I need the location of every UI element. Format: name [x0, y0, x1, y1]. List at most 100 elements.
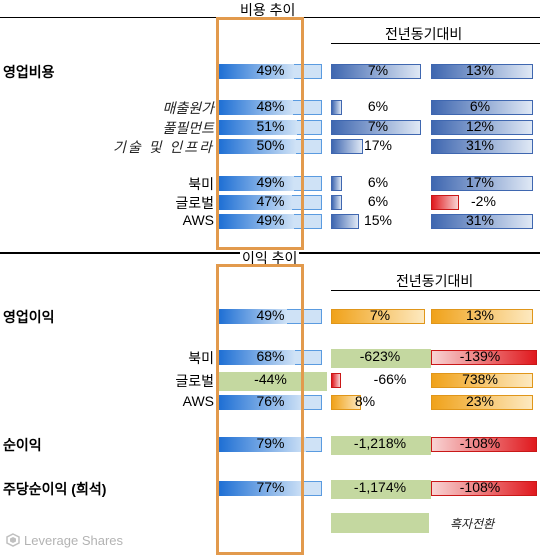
profit-yoy2-bar — [431, 395, 533, 410]
profit-yoy2-label: 738% — [462, 371, 498, 387]
profit-ratio-fill — [219, 481, 304, 496]
cost-yoy1-label: 15% — [363, 212, 393, 228]
cost-yoy2-label: -2% — [471, 193, 496, 209]
profit-yoy2-bar — [431, 373, 533, 388]
profit-yoy2-label: -108% — [459, 435, 501, 451]
profit-yoy-underline — [331, 290, 540, 291]
cost-yoy1-label: 6% — [367, 98, 389, 114]
profit-yoy2-label: -108% — [459, 479, 501, 495]
cost-ratio-label: 49% — [256, 212, 285, 228]
cost-ratio-label: 49% — [256, 174, 285, 190]
cost-label-4: 북미 — [188, 176, 214, 192]
cost-yoy2-label: 31% — [465, 212, 495, 228]
profit-yoy2-label: 13% — [465, 307, 495, 323]
profit-ratio-fill — [219, 309, 287, 324]
profit-ratio-label: 68% — [256, 348, 285, 364]
profit-ratio-label: 77% — [256, 479, 285, 495]
profit-label-2: 글로벌 — [175, 373, 214, 389]
profit-yoy1-label: 8% — [354, 393, 376, 409]
cost-label-6: AWS — [182, 212, 214, 228]
cost-yoy2-bar — [431, 100, 533, 115]
cost-ratio-fill — [219, 100, 293, 115]
profit-ratio-label: -44% — [254, 371, 287, 387]
cost-ratio-fill — [219, 195, 292, 210]
cost-ratio-label: 51% — [256, 118, 285, 134]
cost-yoy2-bar — [431, 214, 533, 229]
profit-ratio-label: 79% — [256, 435, 285, 451]
cost-yoy2-bar — [431, 64, 533, 79]
cost-yoy2-bar — [431, 139, 533, 154]
profit-yoy1-label: -1,174% — [353, 479, 407, 495]
cost-yoy1-bar — [331, 120, 421, 135]
profit-yoy1-label: 7% — [369, 307, 391, 323]
profit-yoy1-turnaround-bar — [331, 436, 431, 455]
cost-yoy-underline — [331, 43, 540, 44]
profit-ratio-fill — [219, 437, 306, 452]
cost-ratio-highlight-frame — [216, 17, 304, 250]
profit-yoy1-bar — [331, 395, 361, 410]
profit-yoy-header: 전년동기대비 — [396, 273, 474, 289]
profit-yoy1-turnaround-bar — [331, 349, 431, 368]
cost-yoy2-label: 31% — [465, 137, 495, 153]
cost-yoy2-bar — [431, 120, 533, 135]
cost-yoy2-label: 17% — [465, 174, 495, 190]
cost-label-3: 기술 및 인프라 — [112, 139, 214, 155]
cost-yoy2-label: 6% — [469, 98, 491, 114]
cost-yoy1-bar — [331, 139, 363, 154]
profit-yoy1-label: -623% — [359, 348, 401, 364]
cost-label-0: 영업비용 — [3, 64, 55, 80]
profit-ratio-label: 76% — [256, 393, 285, 409]
cost-label-1: 매출원가 — [162, 100, 214, 116]
profit-yoy2-negative-bar — [431, 437, 537, 452]
cost-yoy2-label: 12% — [465, 118, 495, 134]
cost-label-2: 풀필먼트 — [162, 120, 214, 136]
profit-yoy1-bar — [331, 309, 425, 324]
profit-label-0: 영업이익 — [3, 309, 55, 325]
profit-yoy2-label: 23% — [465, 393, 495, 409]
profit-ratio-fill — [219, 350, 295, 365]
cost-ratio-fill — [219, 176, 294, 191]
cost-yoy2-bar — [431, 176, 533, 191]
cost-ratio-fill — [219, 139, 296, 154]
cost-yoy1-label: 6% — [367, 193, 389, 209]
brand-name: Leverage Shares — [24, 533, 124, 548]
profit-yoy2-negative-bar — [431, 350, 537, 365]
profit-ratio-turnaround-bar — [216, 372, 327, 391]
cost-yoy1-label: 6% — [367, 174, 389, 190]
profit-ratio-highlight-frame — [216, 264, 304, 555]
cost-yoy1-bar — [331, 176, 342, 191]
brand-logo: Leverage Shares — [6, 533, 123, 548]
legend-label-turnaround: 흑자전환 — [450, 517, 495, 531]
cost-yoy1-label: 17% — [363, 137, 393, 153]
profit-yoy1-turnaround-bar — [331, 480, 431, 499]
cost-yoy1-label: 7% — [367, 118, 389, 134]
profit-yoy1-negative-bar — [331, 373, 341, 388]
profit-yoy2-bar — [431, 309, 533, 324]
cost-section-title: 비용 추이 — [240, 2, 296, 18]
profit-ratio-fill — [219, 395, 303, 410]
profit-label-3: AWS — [182, 393, 214, 409]
profit-label-4: 순이익 — [3, 437, 42, 453]
cost-yoy1-bar — [331, 214, 359, 229]
cost-ratio-label: 48% — [256, 98, 285, 114]
cost-yoy-header: 전년동기대비 — [385, 26, 463, 42]
profit-yoy2-label: -139% — [459, 348, 501, 364]
cost-label-5: 글로벌 — [175, 195, 214, 211]
cost-yoy2-label: 13% — [465, 62, 495, 78]
cost-yoy1-bar — [331, 100, 342, 115]
profit-yoy2-negative-bar — [431, 481, 537, 496]
cost-yoy1-label: 7% — [367, 62, 389, 78]
cost-yoy1-bar — [331, 64, 421, 79]
profit-label-5: 주당순이익 (희석) — [3, 481, 107, 497]
profit-yoy1-label: -1,218% — [353, 435, 407, 451]
cost-ratio-fill — [219, 214, 294, 229]
cost-ratio-fill — [219, 120, 297, 135]
cost-ratio-label: 50% — [256, 137, 285, 153]
hexagon-logo-icon — [6, 533, 20, 547]
cost-ratio-label: 47% — [256, 193, 285, 209]
cost-yoy2-negative-bar — [431, 195, 459, 210]
legend-swatch-turnaround — [331, 513, 429, 533]
cost-ratio-label: 49% — [256, 62, 285, 78]
cost-yoy1-bar — [331, 195, 342, 210]
profit-ratio-label: 49% — [256, 307, 285, 323]
